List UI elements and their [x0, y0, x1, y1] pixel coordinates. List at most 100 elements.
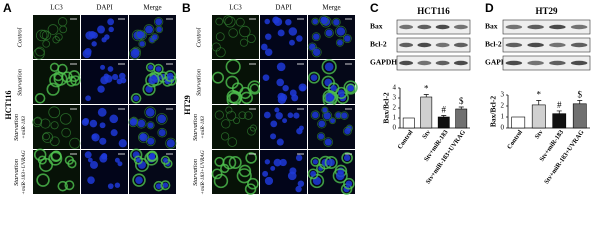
nucleus	[97, 85, 105, 93]
bar	[531, 104, 546, 129]
nucleus	[155, 66, 162, 72]
blot-label: Bcl-2	[370, 40, 387, 49]
lc3-signal	[49, 62, 60, 73]
y-axis-label: Bax/Bcl-2	[382, 92, 391, 123]
blot-strip	[396, 37, 471, 53]
nucleus	[289, 39, 295, 46]
lc3-signal	[335, 25, 347, 38]
significance-marker: #	[442, 105, 447, 115]
blot-band	[505, 24, 523, 30]
y-tick-label: 2	[393, 104, 397, 112]
nucleus	[135, 176, 143, 184]
lc3-signal	[321, 106, 329, 114]
row-label: +miR-183+UVRAG	[21, 150, 27, 194]
bar	[572, 103, 587, 129]
nucleus	[158, 129, 166, 137]
nucleus	[137, 119, 146, 128]
lc3-signal	[317, 119, 327, 129]
lc3-signal	[129, 47, 141, 60]
lc3-signal	[342, 34, 352, 43]
nucleus	[89, 119, 98, 128]
lc3-signal	[246, 34, 256, 43]
nucleus	[296, 35, 303, 42]
nucleus	[335, 171, 345, 181]
nucleus	[310, 74, 318, 81]
micrograph	[33, 15, 80, 59]
lc3-signal	[144, 106, 157, 119]
lc3-signal	[236, 168, 252, 184]
nucleus	[263, 111, 271, 119]
column-header: DAPI	[275, 4, 292, 12]
lc3-signal	[307, 168, 319, 180]
lc3-signal	[324, 155, 338, 170]
lc3-signal	[61, 127, 71, 138]
y-tick-label: 2	[501, 102, 505, 110]
lc3-signal	[345, 83, 356, 94]
nucleus	[82, 49, 92, 59]
lc3-signal	[343, 126, 352, 136]
nucleus	[135, 157, 141, 163]
blot-label: GAPDH	[485, 58, 512, 67]
blot-band	[417, 42, 432, 48]
lc3-signal	[69, 137, 81, 149]
lc3-signal	[146, 150, 158, 163]
blot-band	[570, 42, 588, 48]
nucleus	[264, 176, 274, 186]
lc3-signal	[341, 152, 353, 164]
lc3-signal	[145, 62, 156, 73]
nucleus	[335, 112, 342, 119]
lc3-signal	[37, 155, 47, 165]
nucleus	[147, 137, 155, 145]
lc3-signal	[238, 111, 247, 120]
nucleus	[288, 27, 298, 36]
lc3-signal	[244, 183, 257, 195]
blot-band	[505, 42, 523, 48]
figure: A LC3 DAPI Merge HCT116 Control Starvation Star…	[3, 1, 591, 195]
lc3-signal	[240, 91, 253, 105]
lc3-signal	[343, 80, 358, 95]
error-bar	[556, 110, 562, 114]
nucleus	[337, 39, 343, 46]
y-tick-label: 0	[393, 124, 397, 132]
blot-band	[417, 60, 432, 66]
panel-letter: A	[3, 1, 12, 15]
nucleus	[322, 107, 328, 113]
lc3-signal	[332, 168, 348, 184]
lc3-signal	[42, 132, 50, 141]
nucleus	[325, 92, 334, 101]
panel-letter: D	[485, 1, 494, 15]
lc3-signal	[215, 17, 224, 26]
cell-line: HCT116	[4, 91, 13, 120]
lc3-signal	[48, 151, 63, 166]
nucleus	[324, 78, 333, 87]
nucleus	[139, 41, 145, 47]
row-label: Starvation	[16, 69, 23, 96]
nucleus	[261, 43, 268, 51]
x-tick-label: Control	[397, 129, 415, 151]
nucleus	[145, 25, 153, 34]
bar	[437, 116, 450, 129]
lc3-signal	[311, 32, 321, 42]
nucleus	[148, 76, 157, 85]
nucleus	[87, 157, 93, 163]
lc3-signal	[145, 73, 160, 88]
significance-marker: #	[557, 100, 562, 110]
lc3-signal	[245, 152, 257, 164]
lc3-signal	[310, 110, 320, 120]
nucleus	[274, 107, 280, 113]
blot-band	[417, 24, 432, 30]
nucleus	[265, 33, 272, 40]
blot-band	[527, 42, 544, 48]
micrograph	[33, 105, 80, 149]
lc3-signal	[222, 15, 233, 25]
x-tick-label: Stv	[534, 128, 545, 140]
lc3-signal	[221, 119, 231, 129]
lc3-signal	[145, 136, 156, 147]
lc3-signal	[155, 25, 164, 34]
lc3-signal	[48, 106, 61, 119]
y-tick-label: 0	[501, 124, 505, 132]
nucleus	[139, 133, 148, 142]
lc3-signal	[247, 177, 259, 190]
nucleus	[97, 107, 107, 117]
blot-band	[505, 60, 523, 66]
